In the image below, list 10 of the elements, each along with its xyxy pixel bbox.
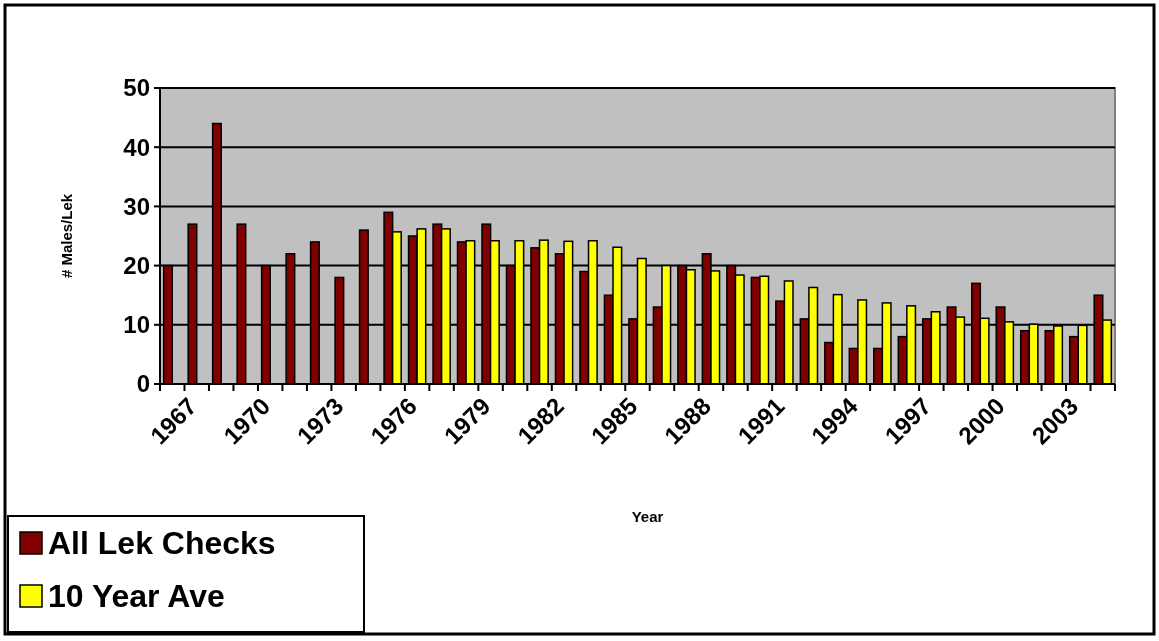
legend-label: All Lek Checks — [48, 525, 276, 562]
y-tick-label: 50 — [123, 74, 150, 102]
y-axis-title: # Males/Lek — [58, 193, 75, 279]
y-tick-label: 0 — [136, 370, 150, 398]
y-tick-label: 10 — [123, 311, 150, 339]
y-tick-label: 30 — [123, 192, 150, 220]
legend-label: 10 Year Ave — [48, 578, 225, 615]
x-axis-title: Year — [631, 508, 664, 525]
y-tick-label: 20 — [123, 252, 150, 279]
y-tick-label: 40 — [123, 133, 150, 161]
